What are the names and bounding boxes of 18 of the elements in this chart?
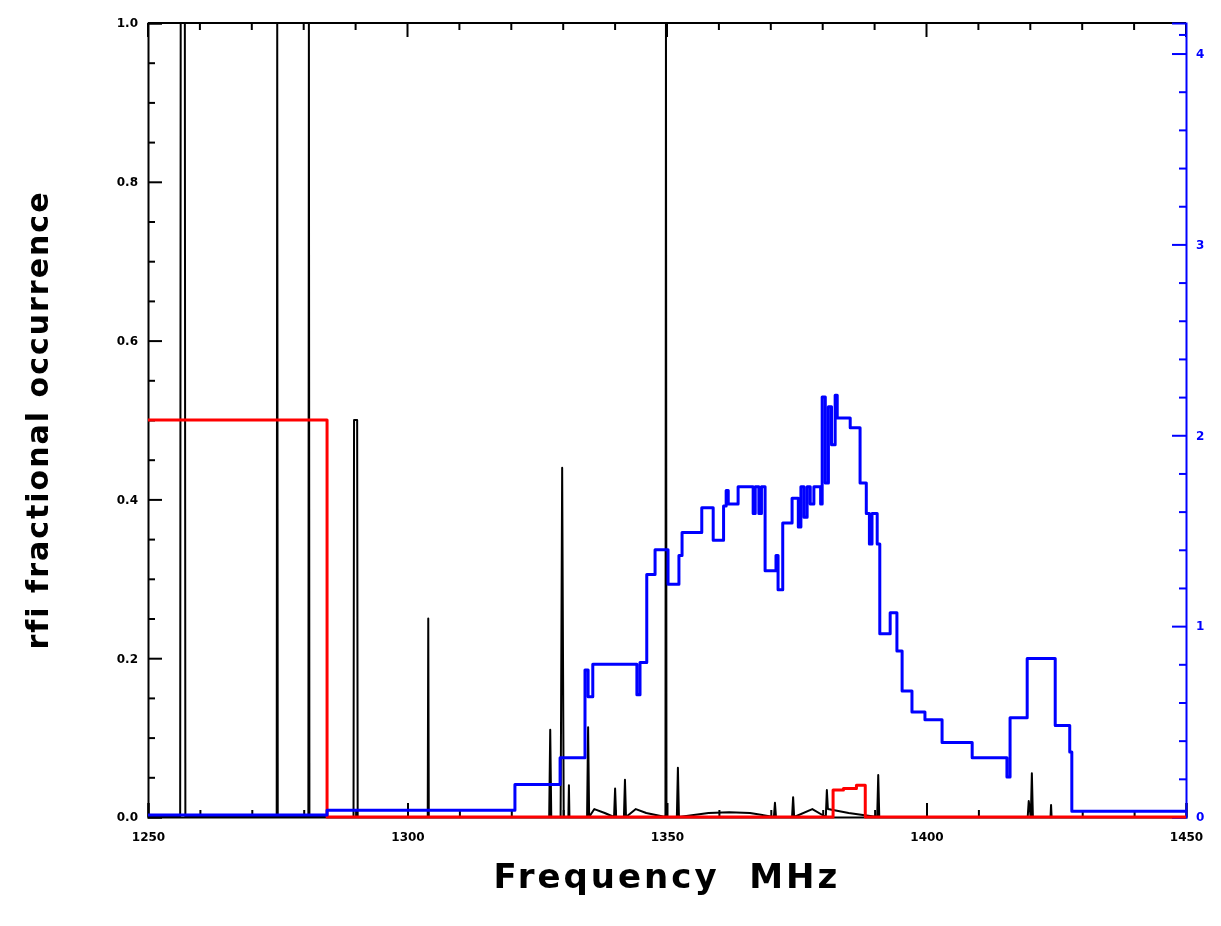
y-tick-label: 0.4 bbox=[116, 492, 138, 507]
y2-tick-label: 1 bbox=[1196, 619, 1205, 634]
y2-tick-label: 0 bbox=[1196, 810, 1205, 825]
x-tick-label: 1450 bbox=[1169, 830, 1204, 845]
x-tick-label: 1250 bbox=[131, 830, 166, 845]
x-tick-label: 1350 bbox=[650, 830, 685, 845]
y2-tick-label: 2 bbox=[1196, 428, 1205, 443]
y-tick-label: 0.6 bbox=[116, 333, 138, 348]
x-tick-label: 1400 bbox=[910, 830, 944, 845]
y-axis-title: rfi fractional occurrence bbox=[20, 190, 55, 650]
y-tick-label: 0.0 bbox=[116, 810, 138, 825]
x-axis-title: Frequency MHz bbox=[493, 856, 841, 896]
y-tick-label: 0.8 bbox=[116, 175, 138, 190]
y-tick-label: 0.2 bbox=[116, 651, 138, 666]
x-tick-label: 1300 bbox=[391, 830, 425, 845]
y-tick-label: 1.0 bbox=[116, 16, 138, 31]
y2-tick-label: 3 bbox=[1196, 237, 1205, 252]
y2-tick-label: 4 bbox=[1196, 46, 1205, 61]
